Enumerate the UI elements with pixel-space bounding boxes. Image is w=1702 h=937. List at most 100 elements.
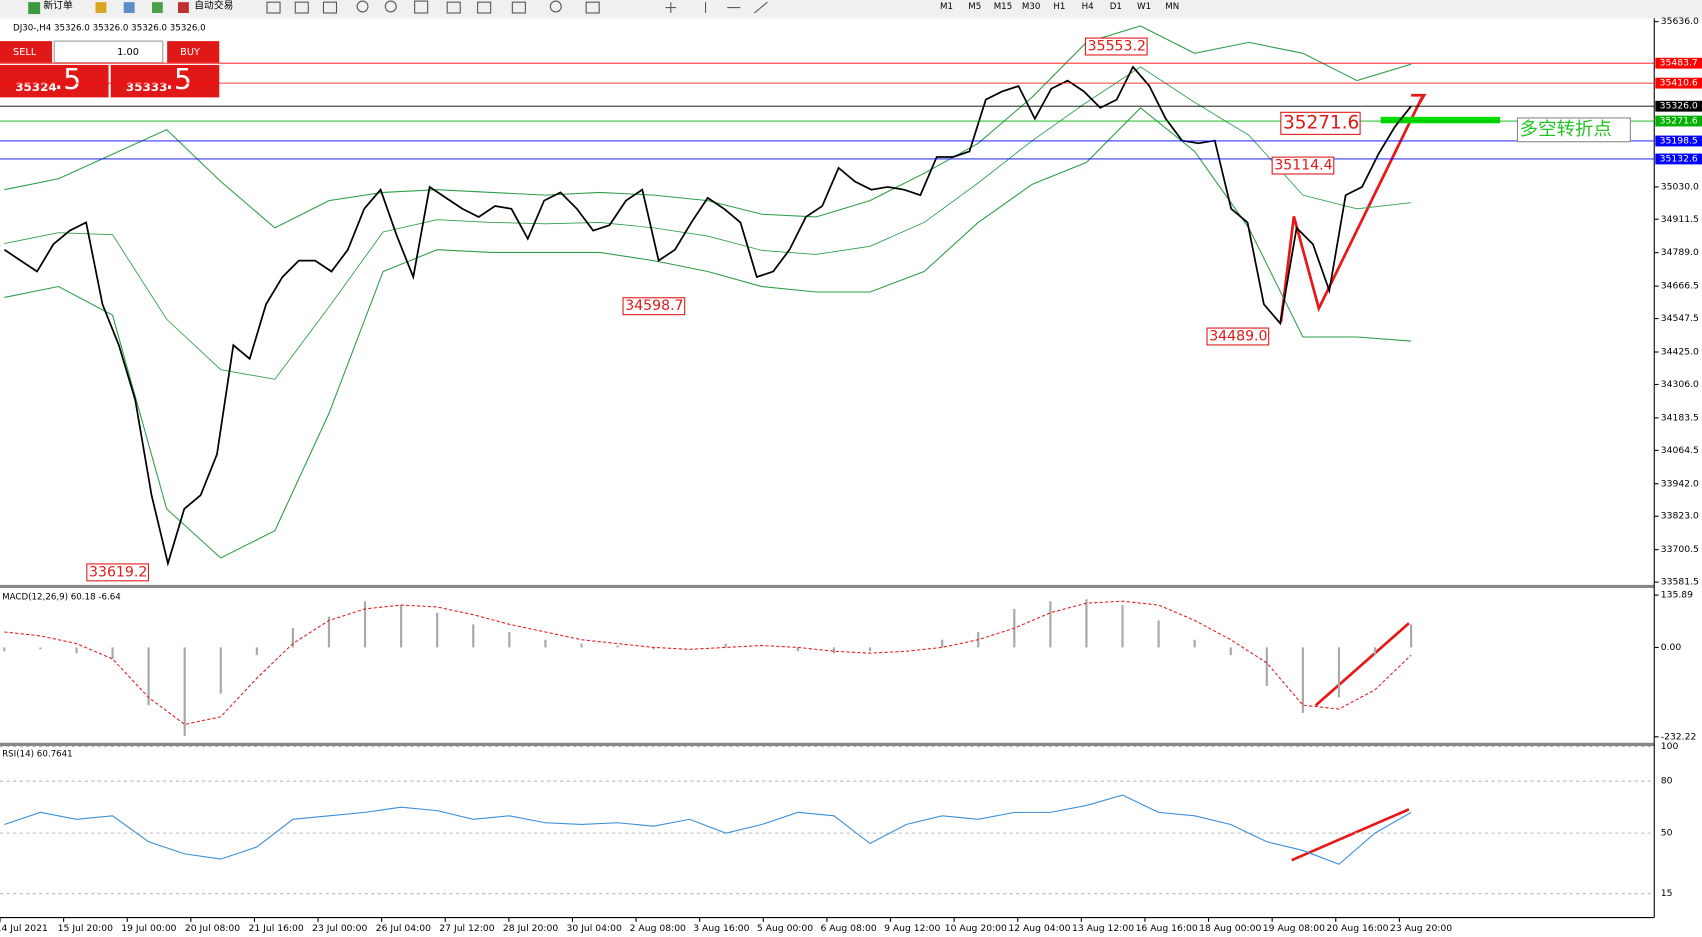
- periods-icon[interactable]: [549, 0, 562, 13]
- tool-icon[interactable]: [477, 1, 492, 14]
- auto-trading[interactable]: 自动交易: [194, 0, 233, 11]
- trend-tool[interactable]: [754, 1, 768, 14]
- price-panel: [0, 18, 1655, 587]
- macd-bar: [219, 647, 222, 694]
- y-tick-label: 15: [1661, 888, 1673, 899]
- macd-bar: [400, 605, 403, 648]
- macd-bar: [796, 647, 799, 652]
- bollinger-lower: [4, 107, 1412, 559]
- y-tick-label: 34789.0: [1661, 247, 1699, 258]
- macd-title: MACD(12,26,9) 60.18 -6.64: [2, 593, 121, 603]
- tool-icon[interactable]: [151, 2, 163, 13]
- macd-bar: [832, 647, 836, 654]
- lot-input[interactable]: [53, 40, 164, 64]
- tool-icon[interactable]: [123, 2, 135, 13]
- x-tick-label: 10 Aug 20:00: [945, 923, 1007, 934]
- macd-bar: [1410, 624, 1413, 648]
- y-tick-label: -232.22: [1661, 731, 1697, 742]
- tool-icon[interactable]: [585, 1, 600, 14]
- annotation-box: [1280, 111, 1361, 135]
- auto-trading-icon[interactable]: [178, 2, 189, 13]
- bollinger-upper: [4, 25, 1412, 229]
- macd-bar: [327, 616, 331, 648]
- macd-bar: [1337, 647, 1341, 698]
- tool-icon[interactable]: [95, 2, 107, 13]
- macd-bar: [1121, 605, 1124, 648]
- timeframe-button[interactable]: D1: [1110, 2, 1122, 12]
- tool-icon[interactable]: [414, 0, 429, 14]
- tool-icon[interactable]: [322, 1, 338, 14]
- y-tick-label: 34666.5: [1661, 281, 1699, 292]
- timeframe-button[interactable]: H4: [1082, 2, 1095, 12]
- annotation-box: [1084, 37, 1148, 56]
- price-level-box: [1655, 57, 1702, 69]
- tool-icon[interactable]: [294, 1, 309, 14]
- sell-label[interactable]: SELL: [13, 47, 37, 58]
- x-tick-label: 16 Aug 16:00: [1136, 923, 1198, 934]
- macd-bar: [580, 643, 583, 648]
- bollinger-middle: [4, 66, 1412, 380]
- arrow-head: [1411, 93, 1427, 109]
- tool-icon[interactable]: [446, 1, 461, 14]
- tool-icon[interactable]: [266, 1, 281, 14]
- buy-button[interactable]: [167, 41, 220, 63]
- ask-frac: .5: [165, 63, 192, 96]
- timeframe-button[interactable]: M1: [940, 2, 953, 12]
- macd-bar: [1157, 620, 1160, 648]
- y-tick-label: 34911.5: [1661, 214, 1699, 225]
- annotation: 35271.6: [1283, 112, 1359, 133]
- macd-bar: [147, 647, 150, 706]
- x-tick-label: 23 Aug 20:00: [1390, 923, 1452, 934]
- ask-main: 35333: [126, 80, 168, 94]
- macd-bar: [1049, 601, 1052, 648]
- macd-bar: [652, 647, 655, 650]
- macd-bar: [1265, 647, 1268, 686]
- y-tick-label: 34425.0: [1661, 347, 1699, 358]
- y-tick-label: 33581.5: [1661, 577, 1699, 588]
- macd-bar: [39, 647, 42, 650]
- macd-bar: [1229, 647, 1232, 656]
- timeframe-button[interactable]: M30: [1022, 2, 1041, 12]
- macd-bar: [1085, 599, 1088, 648]
- macd-bar: [183, 647, 186, 736]
- x-tick-label: 13 Aug 12:00: [1072, 923, 1134, 934]
- new-order[interactable]: 新订单: [43, 0, 73, 11]
- ask-box[interactable]: [110, 64, 220, 98]
- lot-value[interactable]: 1.00: [117, 47, 139, 58]
- price-level-label: 35271.6: [1660, 116, 1698, 127]
- buy-label[interactable]: BUY: [180, 47, 200, 58]
- timeframe-button[interactable]: M15: [994, 2, 1013, 12]
- tool-icon[interactable]: [511, 1, 526, 14]
- y-tick-label: 80: [1661, 776, 1673, 787]
- new-order-icon[interactable]: [28, 2, 41, 15]
- x-tick-label: 14 Jul 2021: [0, 923, 48, 934]
- sell-button[interactable]: [0, 41, 53, 63]
- x-tick-label: 20 Aug 16:00: [1326, 923, 1388, 934]
- timeframe-button[interactable]: M5: [968, 2, 981, 12]
- annotation-box: [86, 563, 150, 582]
- price-level-label: 35410.6: [1660, 78, 1698, 89]
- macd-bar: [255, 647, 258, 656]
- zoom-out[interactable]: [384, 0, 397, 13]
- price-level-box: [1655, 153, 1702, 165]
- macd-bar: [1373, 647, 1377, 656]
- x-tick-label: 6 Aug 08:00: [820, 923, 876, 934]
- timeframe-button[interactable]: W1: [1137, 2, 1151, 12]
- y-tick-label: 34183.5: [1661, 412, 1699, 423]
- zoom-in[interactable]: [356, 0, 369, 13]
- macd-bar: [75, 647, 78, 654]
- timeframe-button[interactable]: H1: [1053, 2, 1065, 12]
- annotation-box: [622, 297, 686, 316]
- timeframe-button[interactable]: MN: [1165, 2, 1179, 12]
- price-level-label: 35326.0: [1660, 101, 1698, 112]
- x-tick-label: 9 Aug 12:00: [884, 923, 940, 934]
- price-line: [3, 65, 1412, 567]
- x-tick-label: 26 Jul 04:00: [376, 923, 431, 934]
- x-tick-label: 12 Aug 04:00: [1008, 923, 1070, 934]
- y-tick-label: 34547.5: [1661, 313, 1699, 324]
- toolbar-tools: [266, 0, 768, 14]
- macd-bar: [616, 645, 619, 648]
- x-tick-label: 19 Jul 00:00: [121, 923, 176, 934]
- y-tick-label: 33700.5: [1661, 544, 1699, 555]
- bid-box[interactable]: [0, 64, 109, 98]
